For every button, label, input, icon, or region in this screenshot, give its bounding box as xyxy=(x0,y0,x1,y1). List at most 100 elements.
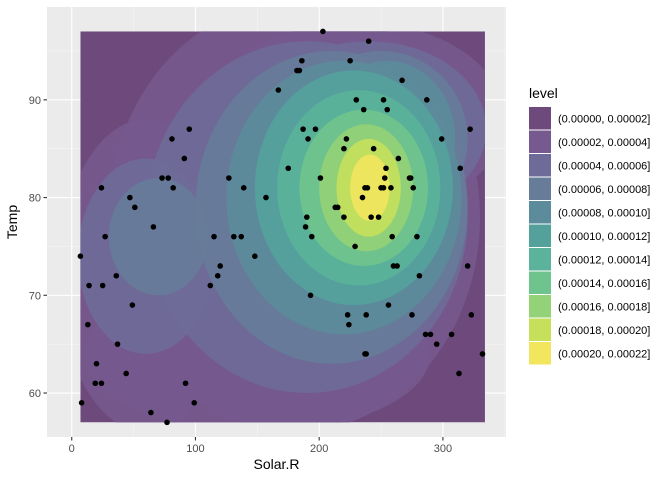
data-point xyxy=(85,321,91,328)
y-tick-label: 70 xyxy=(29,290,41,302)
legend-key xyxy=(529,271,551,294)
data-point xyxy=(365,38,372,45)
data-point xyxy=(370,145,377,152)
legend-key xyxy=(529,177,551,200)
data-point xyxy=(211,233,217,240)
data-point xyxy=(102,233,108,240)
data-point xyxy=(368,214,374,220)
data-point xyxy=(299,57,305,64)
data-points xyxy=(77,28,486,426)
y-tick-label: 80 xyxy=(29,193,41,205)
data-point xyxy=(132,204,138,211)
data-point xyxy=(448,331,455,338)
legend-label: (0.00004, 0.00006] xyxy=(558,160,650,172)
data-point xyxy=(384,106,391,113)
data-point xyxy=(353,97,360,103)
data-point xyxy=(181,155,188,162)
data-point xyxy=(427,331,434,338)
data-point xyxy=(182,380,189,387)
data-point xyxy=(456,370,462,377)
data-point xyxy=(217,263,224,269)
data-point xyxy=(312,126,319,132)
legend-key xyxy=(529,154,551,177)
x-tick-label: 0 xyxy=(69,443,75,455)
legend-label: (0.00010, 0.00012] xyxy=(558,231,650,243)
legend-key xyxy=(529,295,551,318)
data-point xyxy=(380,97,387,103)
data-point xyxy=(346,321,352,328)
legend-key xyxy=(529,107,551,130)
data-point xyxy=(385,302,392,308)
data-point xyxy=(381,175,388,181)
legend-key xyxy=(529,130,551,153)
data-point xyxy=(302,224,309,230)
data-point xyxy=(214,272,221,279)
legend-key xyxy=(529,201,551,224)
data-point xyxy=(113,272,120,279)
legend-key xyxy=(529,224,551,247)
data-point xyxy=(99,282,106,289)
legend-label: (0.00000, 0.00002] xyxy=(558,113,650,125)
legend-label: (0.00008, 0.00010] xyxy=(558,207,650,219)
density-contours xyxy=(80,31,485,423)
data-point xyxy=(363,312,369,318)
data-point xyxy=(360,106,367,113)
data-point xyxy=(407,175,414,181)
data-point xyxy=(424,97,430,103)
data-point xyxy=(170,184,176,191)
data-point xyxy=(395,155,402,162)
data-point xyxy=(383,165,389,172)
legend-label: (0.00018, 0.00020] xyxy=(558,325,650,337)
data-point xyxy=(422,331,429,338)
data-point xyxy=(359,194,366,201)
data-point xyxy=(347,57,353,64)
data-point xyxy=(308,233,315,240)
legend-key xyxy=(529,248,551,271)
data-point xyxy=(296,67,303,74)
data-point xyxy=(468,312,475,318)
data-point xyxy=(334,204,341,211)
data-point xyxy=(252,253,258,260)
data-point xyxy=(352,243,358,250)
data-point xyxy=(86,282,92,289)
data-point xyxy=(98,184,105,191)
data-point xyxy=(148,409,154,416)
data-point xyxy=(363,351,369,357)
data-point xyxy=(226,175,232,181)
data-point xyxy=(78,399,85,406)
data-point xyxy=(150,224,157,230)
data-point xyxy=(416,272,423,279)
data-point xyxy=(240,184,247,191)
y-tick-label: 60 xyxy=(29,388,41,400)
data-point xyxy=(92,380,99,387)
data-point xyxy=(364,184,371,191)
legend-label: (0.00012, 0.00014] xyxy=(558,254,650,266)
legend-key xyxy=(529,342,551,365)
data-point xyxy=(164,419,170,426)
data-point xyxy=(159,175,165,181)
data-point xyxy=(389,233,395,240)
data-point xyxy=(409,312,415,318)
data-point xyxy=(169,136,175,142)
x-axis-title: Solar.R xyxy=(254,456,300,472)
data-point xyxy=(380,184,387,191)
data-point xyxy=(186,126,193,132)
data-point xyxy=(410,184,417,191)
legend-label: (0.00006, 0.00008] xyxy=(558,184,650,196)
data-point xyxy=(341,214,347,220)
data-point xyxy=(191,399,198,406)
legend-label: (0.00002, 0.00004] xyxy=(558,137,650,149)
data-point xyxy=(438,136,445,142)
data-point xyxy=(341,145,347,152)
y-axis-title: Temp xyxy=(4,205,20,239)
data-point xyxy=(394,263,400,269)
y-axis-ticks: 60 70 80 90 xyxy=(29,95,47,400)
data-point xyxy=(467,126,473,132)
legend-key xyxy=(529,318,551,341)
data-point xyxy=(344,312,351,318)
data-point xyxy=(165,175,172,181)
data-point xyxy=(464,263,471,269)
data-point xyxy=(77,253,84,260)
